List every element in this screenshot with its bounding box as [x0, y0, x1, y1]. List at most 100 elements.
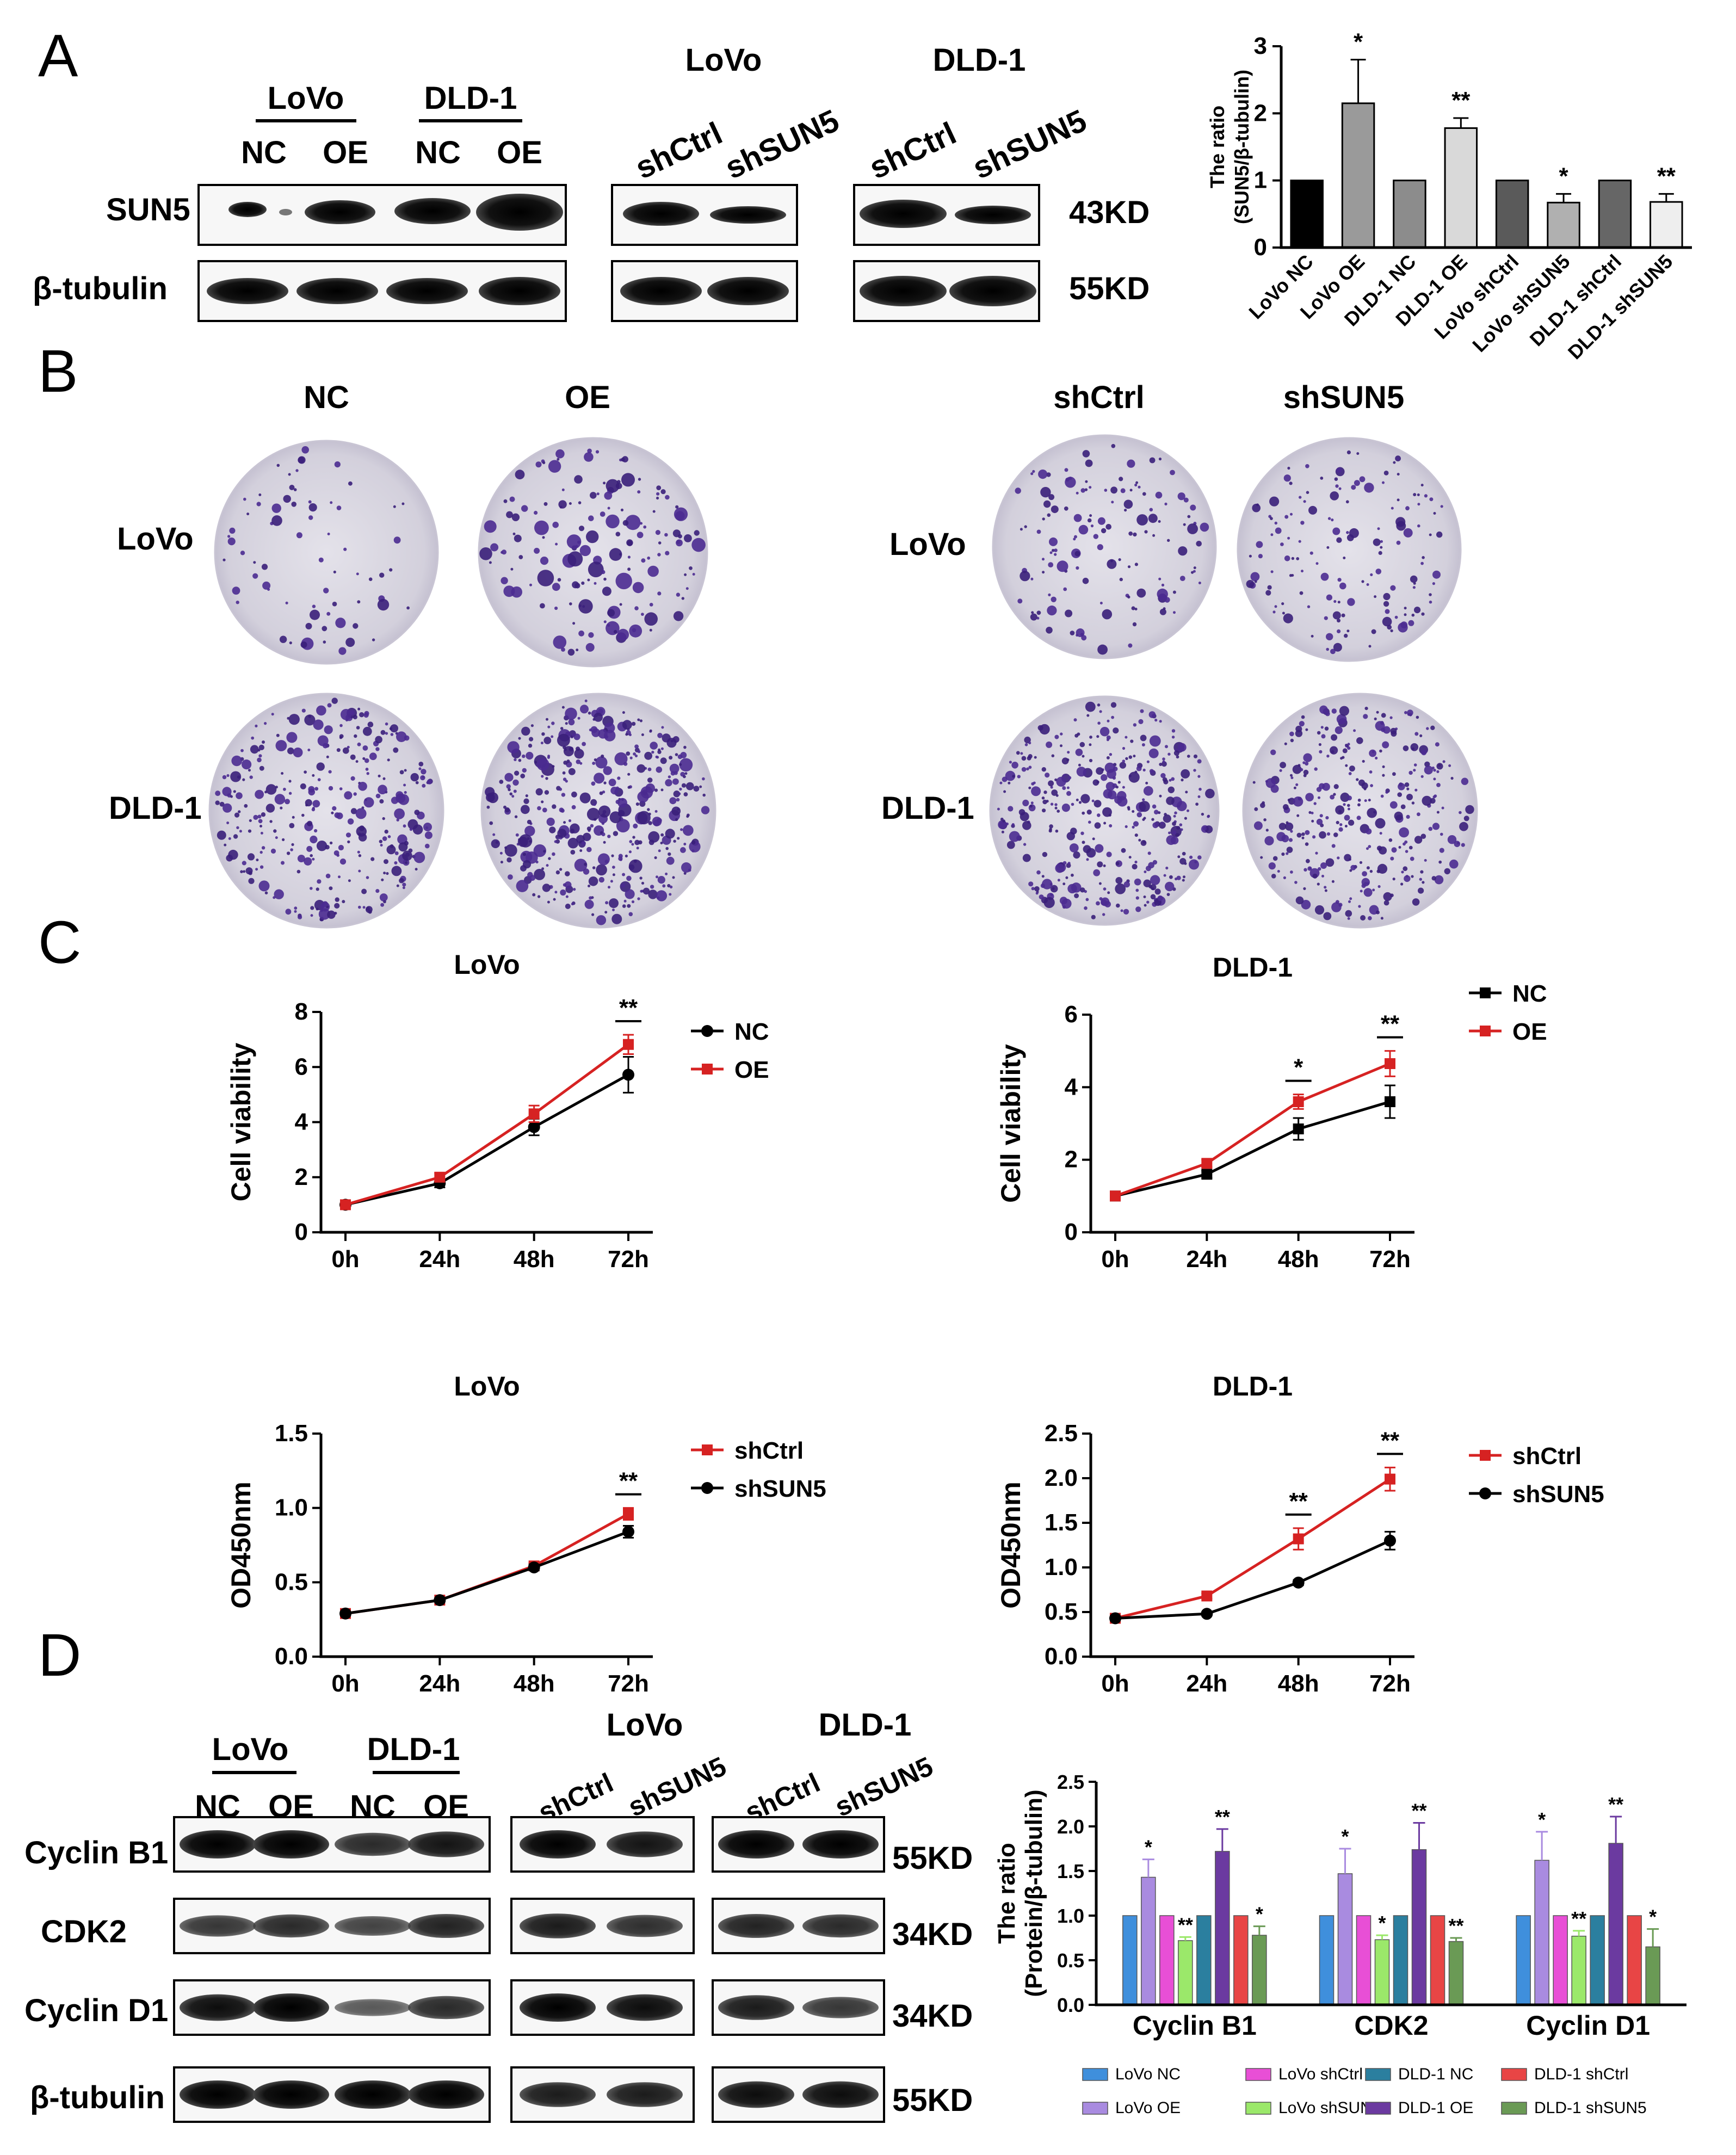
colony	[616, 819, 630, 833]
colony	[301, 446, 309, 454]
colony	[568, 819, 572, 823]
significance-mark: *	[1378, 1912, 1386, 1934]
colony	[589, 728, 592, 732]
colony	[380, 903, 385, 907]
colony	[1448, 764, 1451, 767]
colony	[1346, 629, 1350, 633]
d-row-label: Cyclin D1	[24, 1993, 168, 2028]
colony	[389, 727, 393, 731]
colony	[1284, 515, 1289, 519]
colony	[1080, 887, 1085, 893]
colony	[1424, 494, 1428, 498]
colony	[565, 903, 571, 909]
colony	[1158, 822, 1166, 829]
colony	[491, 839, 500, 849]
y-tick-label: 4	[295, 1109, 308, 1135]
colony	[1381, 713, 1386, 718]
colony	[1325, 816, 1329, 820]
colony	[584, 899, 594, 909]
colony	[658, 849, 661, 853]
colony	[1262, 801, 1265, 805]
colony	[396, 731, 407, 742]
colony	[1097, 644, 1108, 655]
colony	[1174, 811, 1177, 814]
colony	[1166, 796, 1175, 805]
colony	[644, 612, 658, 626]
colony	[1140, 840, 1147, 846]
colony	[1320, 477, 1324, 480]
a-row-label-sun5: SUN5	[106, 192, 190, 227]
colony	[615, 572, 632, 590]
colony	[336, 854, 339, 857]
colony	[515, 470, 525, 480]
colony	[555, 449, 565, 459]
colony	[631, 843, 634, 846]
colony	[669, 893, 672, 896]
bar-DLD-1 OE	[1608, 1843, 1623, 2005]
colony	[1022, 854, 1031, 862]
colony	[521, 726, 530, 736]
series-line-NC	[345, 1073, 629, 1206]
colony	[532, 893, 536, 897]
colony	[372, 638, 375, 641]
colony	[540, 603, 545, 609]
colony	[678, 792, 681, 795]
colony	[1169, 779, 1172, 782]
colony	[603, 577, 607, 581]
colony	[587, 448, 592, 454]
colony	[1414, 732, 1419, 736]
colony	[420, 775, 425, 781]
colony	[1405, 506, 1410, 511]
colony	[338, 647, 347, 655]
colony	[573, 888, 576, 891]
colony	[657, 876, 665, 884]
colony	[634, 754, 638, 757]
band	[620, 277, 702, 305]
colony	[1354, 480, 1360, 486]
colony	[418, 767, 422, 770]
colony	[1133, 532, 1137, 537]
colony	[1331, 734, 1338, 741]
colony	[1193, 754, 1198, 758]
colony	[670, 771, 676, 776]
colony	[1382, 765, 1385, 768]
colony	[542, 536, 545, 539]
colony	[520, 773, 526, 779]
y-tick-label: 2	[1254, 100, 1267, 126]
colony	[665, 847, 669, 850]
colony	[1160, 773, 1166, 779]
colony	[399, 878, 404, 884]
colony	[1345, 764, 1348, 767]
colony	[1360, 890, 1363, 893]
legend-swatch	[1365, 2068, 1391, 2081]
band	[607, 1915, 683, 1937]
colony	[1152, 534, 1156, 537]
colony	[1378, 551, 1382, 555]
colony	[1347, 795, 1352, 801]
colony	[1436, 763, 1443, 770]
colony	[1330, 794, 1335, 800]
colony	[676, 798, 680, 802]
band	[335, 1916, 411, 1936]
colony	[1076, 566, 1079, 570]
colony	[274, 794, 286, 805]
colony	[298, 915, 302, 919]
colony	[223, 803, 232, 813]
colony	[399, 770, 404, 775]
bar-LoVo OE	[1337, 1873, 1353, 2005]
colony	[604, 911, 608, 914]
colony	[262, 740, 265, 744]
colony	[592, 762, 596, 765]
colony	[533, 844, 546, 857]
colony	[499, 851, 503, 855]
colony	[414, 810, 420, 816]
colony	[699, 785, 702, 788]
colony	[1325, 858, 1335, 867]
band	[408, 1831, 484, 1857]
colony	[548, 460, 561, 473]
colony	[394, 861, 398, 865]
a-lane-label-sh: shSUN5	[720, 103, 844, 186]
colony	[236, 601, 239, 604]
colony	[1305, 728, 1308, 731]
colony	[409, 828, 413, 831]
